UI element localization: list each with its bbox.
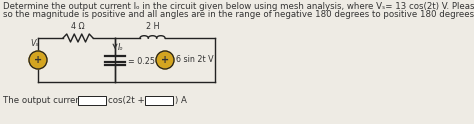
Text: 6 sin 2t V: 6 sin 2t V <box>176 56 214 64</box>
Text: so the magnitude is positive and all angles are in the range of negative 180 deg: so the magnitude is positive and all ang… <box>3 10 474 19</box>
Text: Vₛ: Vₛ <box>31 39 39 48</box>
Bar <box>145 96 173 105</box>
Text: = 0.25 F: = 0.25 F <box>128 57 162 65</box>
Text: +: + <box>161 55 169 65</box>
Text: cos(2t +: cos(2t + <box>108 96 145 105</box>
Text: ) A: ) A <box>175 96 187 105</box>
Text: +: + <box>34 55 42 65</box>
Bar <box>78 96 106 105</box>
Text: Determine the output current Iₒ in the circuit given below using mesh analysis, : Determine the output current Iₒ in the c… <box>3 2 474 11</box>
Circle shape <box>156 51 174 69</box>
Text: Iₒ: Iₒ <box>118 43 124 52</box>
Text: 2 H: 2 H <box>146 22 159 31</box>
Circle shape <box>29 51 47 69</box>
Text: 4 Ω: 4 Ω <box>71 22 85 31</box>
Text: The output current Iₒ =: The output current Iₒ = <box>3 96 103 105</box>
